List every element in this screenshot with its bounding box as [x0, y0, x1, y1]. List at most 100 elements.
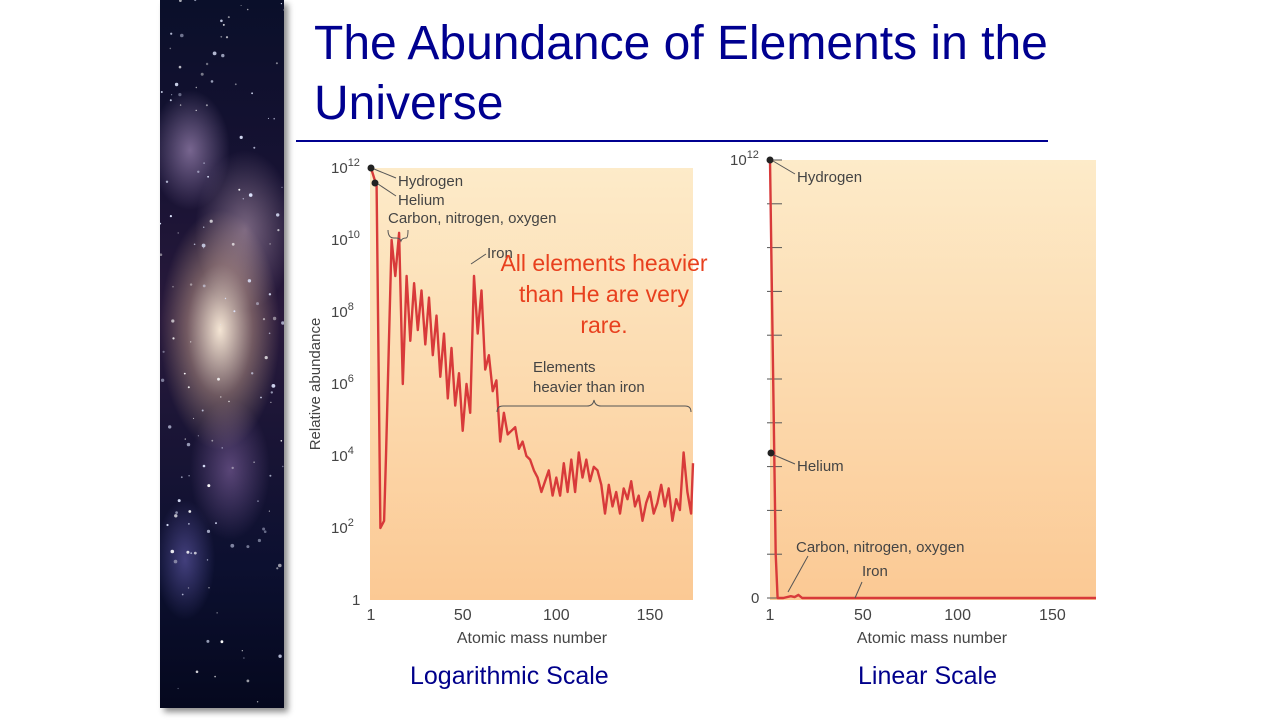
star [212, 51, 217, 56]
star [170, 32, 173, 35]
star [171, 94, 173, 96]
star [169, 47, 172, 50]
star [280, 3, 282, 5]
linear-x-tick-label: 1 [766, 607, 775, 624]
star [203, 162, 205, 165]
star [270, 401, 272, 403]
iron-leader [470, 253, 487, 265]
star [271, 384, 276, 388]
linear-scale-caption: Linear Scale [858, 662, 997, 690]
star [256, 302, 259, 306]
linear-y-ticks: 0 1012 [730, 149, 782, 607]
star [248, 193, 253, 197]
star [169, 99, 172, 102]
star [190, 341, 192, 343]
log-y-tick-label: 1 [352, 592, 360, 609]
star [178, 65, 182, 69]
star [202, 284, 206, 288]
star [224, 297, 227, 300]
star [217, 377, 220, 381]
star [206, 529, 211, 534]
star [187, 386, 190, 389]
star [227, 16, 230, 19]
star [188, 475, 190, 477]
star [270, 391, 273, 394]
star [260, 396, 262, 399]
star [180, 476, 183, 479]
star [171, 319, 175, 323]
star [160, 378, 165, 382]
star [197, 170, 200, 173]
star [246, 8, 249, 11]
star [160, 222, 162, 225]
log-y-axis-label: Relative abundance [307, 318, 324, 451]
star [203, 226, 205, 228]
log-hydrogen-point [367, 164, 375, 172]
star [205, 104, 208, 107]
star [193, 551, 197, 555]
linear-x-tick-label: 100 [944, 607, 971, 624]
nebula-image [160, 0, 284, 708]
star [177, 232, 179, 234]
star [169, 215, 172, 218]
title-divider [296, 140, 1048, 142]
log-y-tick-label: 1010 [331, 229, 360, 249]
star [168, 425, 172, 429]
linear-hydrogen-label: Hydrogen [797, 169, 862, 186]
star [177, 687, 179, 690]
star [243, 657, 245, 659]
star [220, 640, 224, 644]
star [272, 316, 277, 321]
star [184, 438, 186, 440]
star [187, 587, 190, 589]
star [262, 318, 266, 321]
star [251, 372, 254, 375]
star [251, 92, 253, 95]
star [166, 523, 169, 527]
slide-title: The Abundance of Elements in the Univers… [314, 17, 1048, 130]
star [195, 109, 197, 112]
star [188, 510, 192, 513]
log-x-ticks: 1 50 100 150 [367, 607, 664, 624]
star [183, 372, 186, 375]
star [172, 285, 174, 288]
star [278, 654, 282, 658]
star [203, 247, 205, 249]
linear-helium-label: Helium [797, 458, 844, 475]
star [246, 545, 250, 549]
star [268, 332, 271, 335]
star [225, 36, 229, 39]
star [209, 219, 213, 223]
star [253, 146, 256, 149]
star [269, 243, 271, 245]
star [231, 466, 234, 470]
star [253, 461, 255, 463]
star [211, 439, 214, 442]
star [207, 484, 211, 488]
star [281, 186, 283, 188]
log-x-tick-label: 150 [637, 607, 664, 624]
star [165, 180, 169, 183]
log-plot-area [370, 168, 693, 600]
star [276, 567, 279, 570]
star [263, 530, 267, 533]
log-helium-label: Helium [398, 192, 445, 209]
linear-y-tick-label: 0 [751, 590, 759, 607]
star [194, 0, 197, 2]
star [160, 91, 163, 93]
linear-x-ticks: 1 50 100 150 [766, 607, 1066, 624]
star [207, 175, 209, 178]
star [206, 639, 210, 643]
star [181, 593, 184, 596]
star [273, 117, 275, 120]
linear-iron-label: Iron [862, 563, 888, 580]
star [247, 279, 252, 283]
linear-abundance-line [768, 159, 1096, 600]
log-y-ticks: 1 102 104 106 108 1010 1012 [331, 157, 360, 609]
star [246, 679, 250, 683]
star [221, 53, 225, 58]
star [242, 198, 244, 200]
star [206, 559, 209, 561]
log-x-axis-label: Atomic mass number [457, 630, 608, 647]
